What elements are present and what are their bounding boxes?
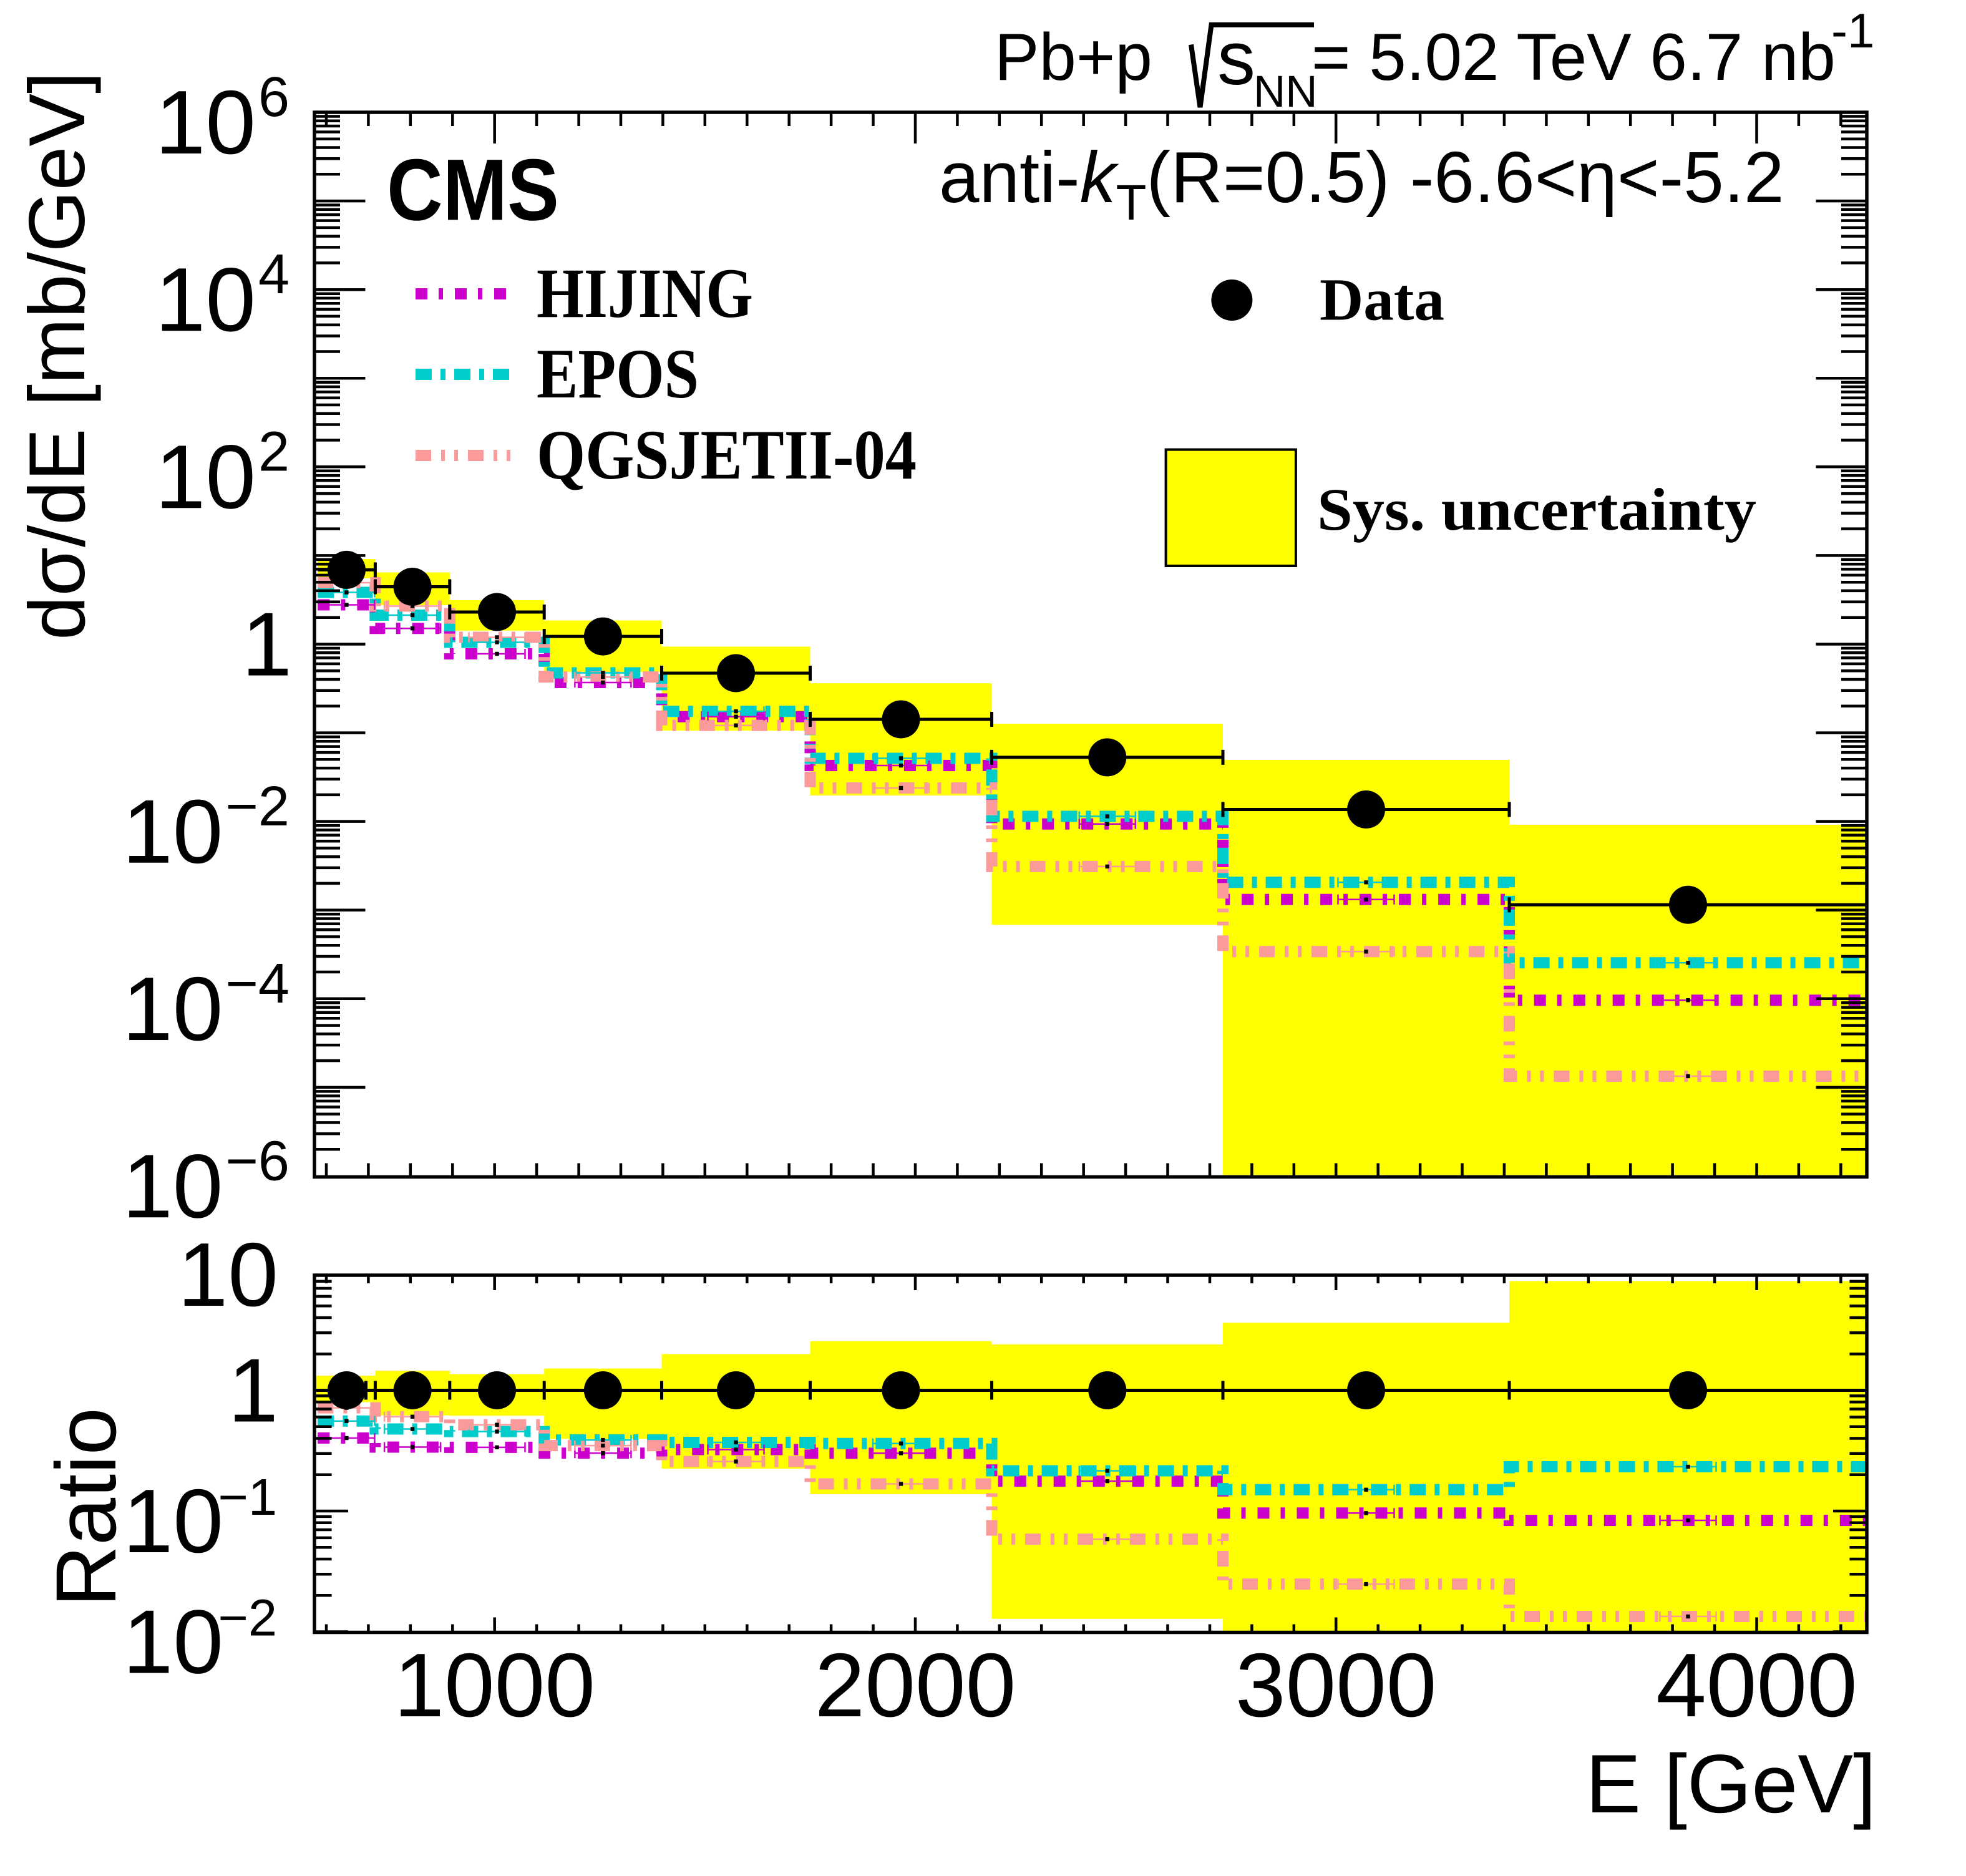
svg-text:10: 10 bbox=[123, 1592, 223, 1693]
svg-text:−6: −6 bbox=[225, 1130, 290, 1192]
svg-text:10: 10 bbox=[122, 781, 223, 882]
svg-text:Ratio: Ratio bbox=[39, 1407, 134, 1607]
svg-text:1000: 1000 bbox=[394, 1635, 595, 1736]
svg-text:10: 10 bbox=[122, 958, 223, 1059]
svg-text:4: 4 bbox=[258, 243, 290, 306]
svg-text:10: 10 bbox=[155, 249, 256, 350]
svg-text:dσ/dE [mb/GeV]: dσ/dE [mb/GeV] bbox=[12, 72, 101, 640]
svg-text:4000: 4000 bbox=[1656, 1635, 1857, 1736]
svg-text:10: 10 bbox=[123, 1470, 223, 1572]
svg-text:QGSJETII-04: QGSJETII-04 bbox=[537, 416, 917, 494]
svg-text:10: 10 bbox=[155, 72, 256, 173]
svg-text:s: s bbox=[1217, 16, 1255, 100]
svg-text:10: 10 bbox=[122, 1135, 223, 1237]
svg-text:−2: −2 bbox=[225, 775, 290, 838]
svg-text:= 5.02 TeV 6.7 nb: = 5.02 TeV 6.7 nb bbox=[1311, 19, 1836, 94]
svg-text:NN: NN bbox=[1253, 67, 1318, 117]
svg-text:anti-kT(R=0.5) -6.6<η<-5.2: anti-kT(R=0.5) -6.6<η<-5.2 bbox=[939, 137, 1784, 230]
svg-text:10: 10 bbox=[178, 1224, 278, 1325]
svg-text:1: 1 bbox=[228, 1340, 278, 1441]
svg-text:E [GeV]: E [GeV] bbox=[1585, 1738, 1876, 1830]
svg-text:EPOS: EPOS bbox=[537, 335, 699, 413]
svg-text:−1: −1 bbox=[218, 1468, 277, 1526]
svg-text:Data: Data bbox=[1320, 266, 1444, 333]
svg-text:-1: -1 bbox=[1831, 3, 1874, 58]
svg-text:−4: −4 bbox=[225, 953, 290, 1015]
svg-text:1: 1 bbox=[241, 594, 292, 695]
svg-text:−2: −2 bbox=[218, 1589, 277, 1647]
svg-text:Sys. uncertainty: Sys. uncertainty bbox=[1317, 476, 1756, 543]
svg-text:Pb+p: Pb+p bbox=[995, 19, 1152, 94]
svg-text:10: 10 bbox=[155, 426, 256, 527]
svg-text:HIJING: HIJING bbox=[537, 255, 753, 333]
svg-text:3000: 3000 bbox=[1235, 1635, 1437, 1736]
svg-text:2000: 2000 bbox=[815, 1635, 1016, 1736]
svg-text:CMS: CMS bbox=[387, 140, 559, 238]
svg-text:2: 2 bbox=[258, 420, 290, 483]
svg-text:6: 6 bbox=[258, 66, 290, 129]
